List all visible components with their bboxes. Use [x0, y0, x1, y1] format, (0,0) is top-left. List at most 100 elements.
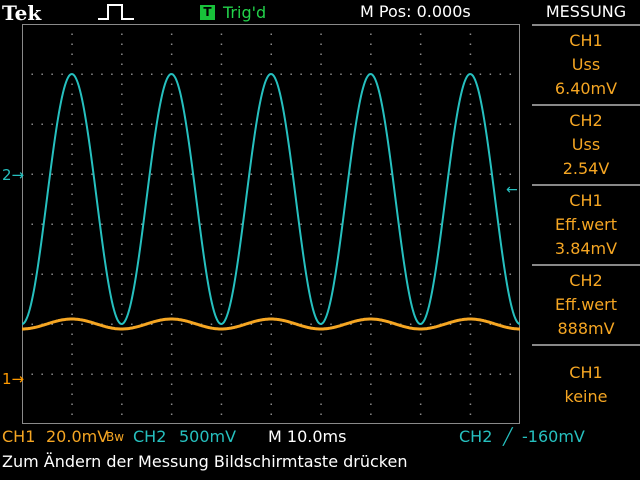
grid-dot [160, 123, 163, 125]
grid-dot [419, 183, 422, 185]
grid-dot [71, 263, 73, 265]
grid-dot [121, 273, 123, 275]
grid-dot [270, 173, 272, 175]
grid-dot [170, 183, 173, 185]
grid-dot [290, 73, 292, 75]
measurement-2-button[interactable]: CH2 Uss 2.54V [532, 104, 640, 183]
grid-dot [220, 243, 223, 245]
grid-dot [370, 143, 372, 145]
grid-dot [320, 423, 322, 424]
grid-dot [449, 73, 452, 75]
grid-dot [370, 33, 372, 35]
grid-dot [131, 173, 133, 175]
grid-dot [170, 243, 173, 245]
measurement-1-button[interactable]: CH1 Uss 6.40mV [532, 24, 640, 103]
grid-dot [220, 63, 223, 65]
grid-dot [220, 53, 223, 55]
grid-dot [150, 373, 153, 375]
grid-dot [180, 223, 183, 225]
grid-dot [22, 373, 23, 375]
grid-dot [330, 223, 332, 225]
grid-dot [280, 73, 282, 75]
grid-dot [320, 73, 322, 75]
measurement-3-value: 3.84mV [554, 238, 618, 258]
grid-dot [469, 413, 472, 415]
grid-dot [260, 273, 263, 275]
grid-dot [310, 273, 312, 275]
grid-dot [141, 273, 143, 275]
grid-dot [409, 323, 412, 325]
ch2-ground-marker[interactable]: 2→ [2, 166, 24, 184]
grid-dot [370, 233, 372, 235]
grid-dot [180, 323, 183, 325]
grid-dot [280, 373, 282, 375]
grid-dot [91, 323, 93, 325]
grid-dot [121, 53, 123, 55]
grid-dot [91, 223, 93, 225]
grid-dot [310, 173, 312, 175]
grid-dot [390, 273, 392, 275]
grid-dot [220, 123, 223, 125]
grid-dot [419, 353, 422, 355]
grid-dot [170, 24, 173, 25]
grid-dot [519, 173, 520, 175]
grid-dot [429, 223, 432, 225]
top-status-bar: Tek T Trig'd M Pos: 0.000s MESSUNG [0, 0, 640, 25]
ch1-marker-label: 1 [2, 370, 12, 388]
grid-dot [469, 323, 472, 325]
grid-dot [370, 283, 372, 285]
grid-dot [150, 123, 153, 125]
grid-dot [101, 223, 103, 225]
grid-dot [320, 263, 322, 265]
grid-dot [61, 373, 63, 375]
grid-dot [419, 213, 422, 215]
measurement-4-button[interactable]: CH2 Eff.wert 888mV [532, 264, 640, 343]
grid-dot [141, 73, 143, 75]
grid-dot [469, 293, 472, 295]
grid-dot [419, 53, 422, 55]
grid-dot [71, 363, 73, 365]
grid-dot [469, 173, 472, 175]
grid-dot [370, 373, 372, 375]
grid-dot [260, 73, 263, 75]
grid-dot [91, 173, 93, 175]
grid-dot [320, 33, 322, 35]
grid-dot [479, 323, 482, 325]
grid-dot [121, 93, 123, 95]
grid-dot [210, 173, 213, 175]
trigger-level-icon[interactable]: ← [506, 182, 518, 198]
measurement-3-button[interactable]: CH1 Eff.wert 3.84mV [532, 184, 640, 263]
grid-dot [419, 233, 422, 235]
grid-dot [270, 193, 272, 195]
grid-dot [370, 323, 372, 325]
grid-dot [370, 153, 372, 155]
measurement-5-button[interactable]: CH1 keine [532, 344, 640, 423]
grid-dot [210, 73, 213, 75]
grid-dot [330, 123, 332, 125]
grid-dot [41, 273, 43, 275]
grid-dot [121, 43, 123, 45]
grid-dot [469, 353, 472, 355]
grid-dot [230, 273, 233, 275]
grid-dot [429, 173, 432, 175]
grid-dot [419, 73, 422, 75]
grid-dot [320, 83, 322, 85]
grid-dot [121, 303, 123, 305]
grid-dot [121, 173, 123, 175]
grid-dot [449, 323, 452, 325]
ch1-ground-marker[interactable]: 1→ [2, 370, 24, 388]
grid-dot [111, 223, 113, 225]
grid-dot [170, 83, 173, 85]
grid-dot [200, 223, 203, 225]
grid-dot [170, 303, 173, 305]
grid-dot [170, 283, 173, 285]
grid-dot [170, 343, 173, 345]
measurement-2-source: CH2 [569, 110, 603, 130]
grid-dot [101, 373, 103, 375]
grid-dot [121, 283, 123, 285]
grid-dot [370, 103, 372, 105]
grid-dot [320, 53, 322, 55]
grid-dot [170, 33, 173, 35]
brand-logo: Tek [2, 1, 42, 25]
grid-dot [170, 123, 173, 125]
